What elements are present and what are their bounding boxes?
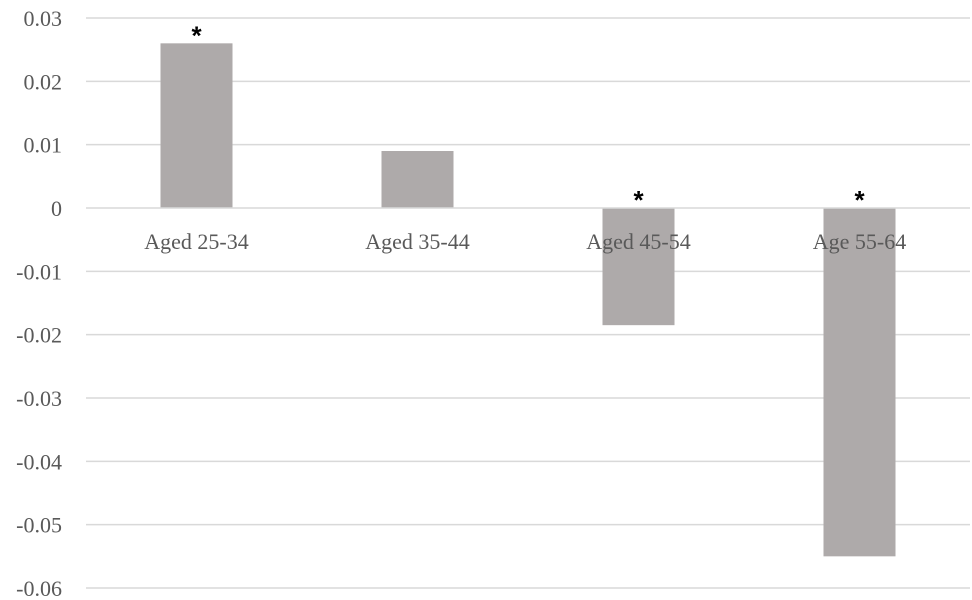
y-tick-label: -0.03	[16, 386, 62, 411]
y-tick-label: 0.03	[24, 6, 63, 31]
y-tick-label: 0	[51, 196, 62, 221]
bar	[823, 208, 896, 557]
bar	[602, 208, 675, 326]
category-labels: Aged 25-34 Aged 35-44 Aged 45-54 Age 55-64	[144, 229, 906, 254]
y-tick-label: 0.02	[24, 69, 63, 94]
y-tick-label: -0.01	[16, 259, 62, 284]
significance-marker: *	[191, 20, 202, 50]
y-tick-label: -0.04	[16, 449, 62, 474]
significance-marker: *	[633, 185, 644, 215]
y-tick-label: -0.02	[16, 323, 62, 348]
y-tick-label: -0.06	[16, 576, 62, 600]
category-label: Aged 25-34	[144, 229, 248, 254]
significance-marker: *	[854, 185, 865, 215]
category-label: Age 55-64	[813, 229, 906, 254]
category-label: Aged 45-54	[586, 229, 690, 254]
y-tick-label: -0.05	[16, 513, 62, 538]
bar	[160, 43, 233, 209]
gridlines	[86, 17, 970, 589]
bars	[160, 43, 896, 557]
y-axis-tick-labels: 0.03 0.02 0.01 0 -0.01 -0.02 -0.03 -0.04 -0.05 -0…	[16, 6, 62, 600]
significance-markers: * * *	[191, 20, 865, 215]
y-tick-label: 0.01	[24, 133, 63, 158]
category-label: Aged 35-44	[365, 229, 469, 254]
bar	[381, 151, 454, 208]
